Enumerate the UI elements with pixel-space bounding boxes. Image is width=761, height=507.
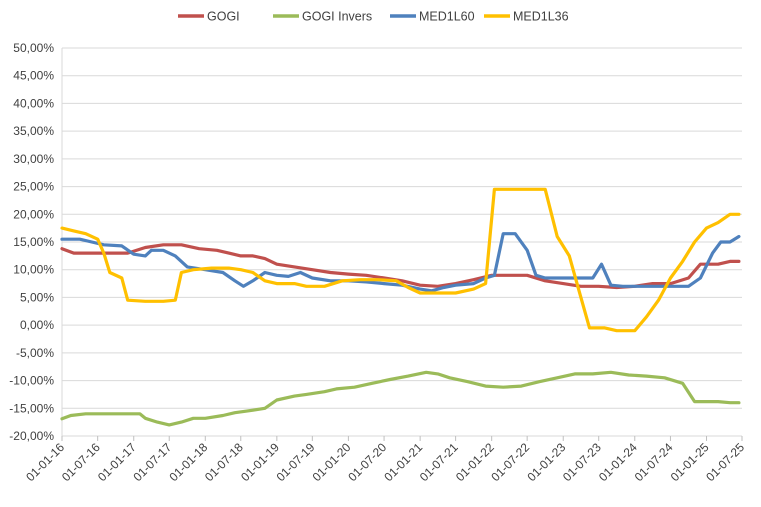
y-tick-label: 25,00% — [13, 180, 54, 194]
y-tick-label: 20,00% — [13, 207, 54, 221]
legend-label: MED1L36 — [513, 10, 569, 24]
x-tick-label: 01-07-22 — [488, 440, 532, 484]
y-axis: -20,00% -15,00% -10,00% -5,00% 0,00% 5,00% 10,… — [9, 41, 54, 443]
legend-label: GOGI Invers — [302, 10, 372, 24]
x-tick-label: 01-07-17 — [130, 440, 174, 484]
legend-label: MED1L60 — [419, 10, 475, 24]
y-tick-label: 5,00% — [20, 290, 54, 304]
legend: GOGI GOGI Invers MED1L60 MED1L36 — [178, 10, 569, 24]
x-tick-label: 01-07-19 — [274, 440, 318, 484]
series-lines — [60, 187, 741, 427]
y-tick-label: 15,00% — [13, 235, 54, 249]
y-tick-label: 50,00% — [13, 41, 54, 55]
x-tick-label: 01-07-20 — [345, 440, 389, 484]
x-tick-label: 01-07-25 — [703, 440, 747, 484]
x-tick-label: 01-07-23 — [560, 440, 604, 484]
y-tick-label: 35,00% — [13, 124, 54, 138]
series-line-med1l60 — [60, 232, 741, 293]
x-tick-label: 01-07-21 — [417, 440, 461, 484]
y-tick-label: -15,00% — [9, 401, 54, 415]
y-tick-label: -5,00% — [16, 346, 54, 360]
y-tick-label: -20,00% — [9, 429, 54, 443]
legend-label: GOGI — [207, 10, 240, 24]
x-tick-label: 01-01-24 — [596, 440, 640, 484]
x-axis: 01-01-1601-07-1601-01-1701-07-1701-01-18… — [23, 436, 747, 484]
gridlines — [61, 47, 742, 437]
series-line-gogi-invers — [60, 370, 741, 427]
x-tick-label: 01-07-24 — [632, 440, 676, 484]
y-tick-label: -10,00% — [9, 374, 54, 388]
x-tick-label: 01-07-18 — [202, 440, 246, 484]
y-tick-label: 10,00% — [13, 263, 54, 277]
y-tick-label: 40,00% — [13, 96, 54, 110]
x-tick-label: 01-01-16 — [23, 440, 67, 484]
y-tick-label: 30,00% — [13, 152, 54, 166]
x-tick-label: 01-01-20 — [310, 440, 354, 484]
y-tick-label: 0,00% — [20, 318, 54, 332]
y-tick-label: 45,00% — [13, 69, 54, 83]
x-tick-label: 01-07-16 — [59, 440, 103, 484]
series-line-med1l36 — [60, 187, 741, 333]
